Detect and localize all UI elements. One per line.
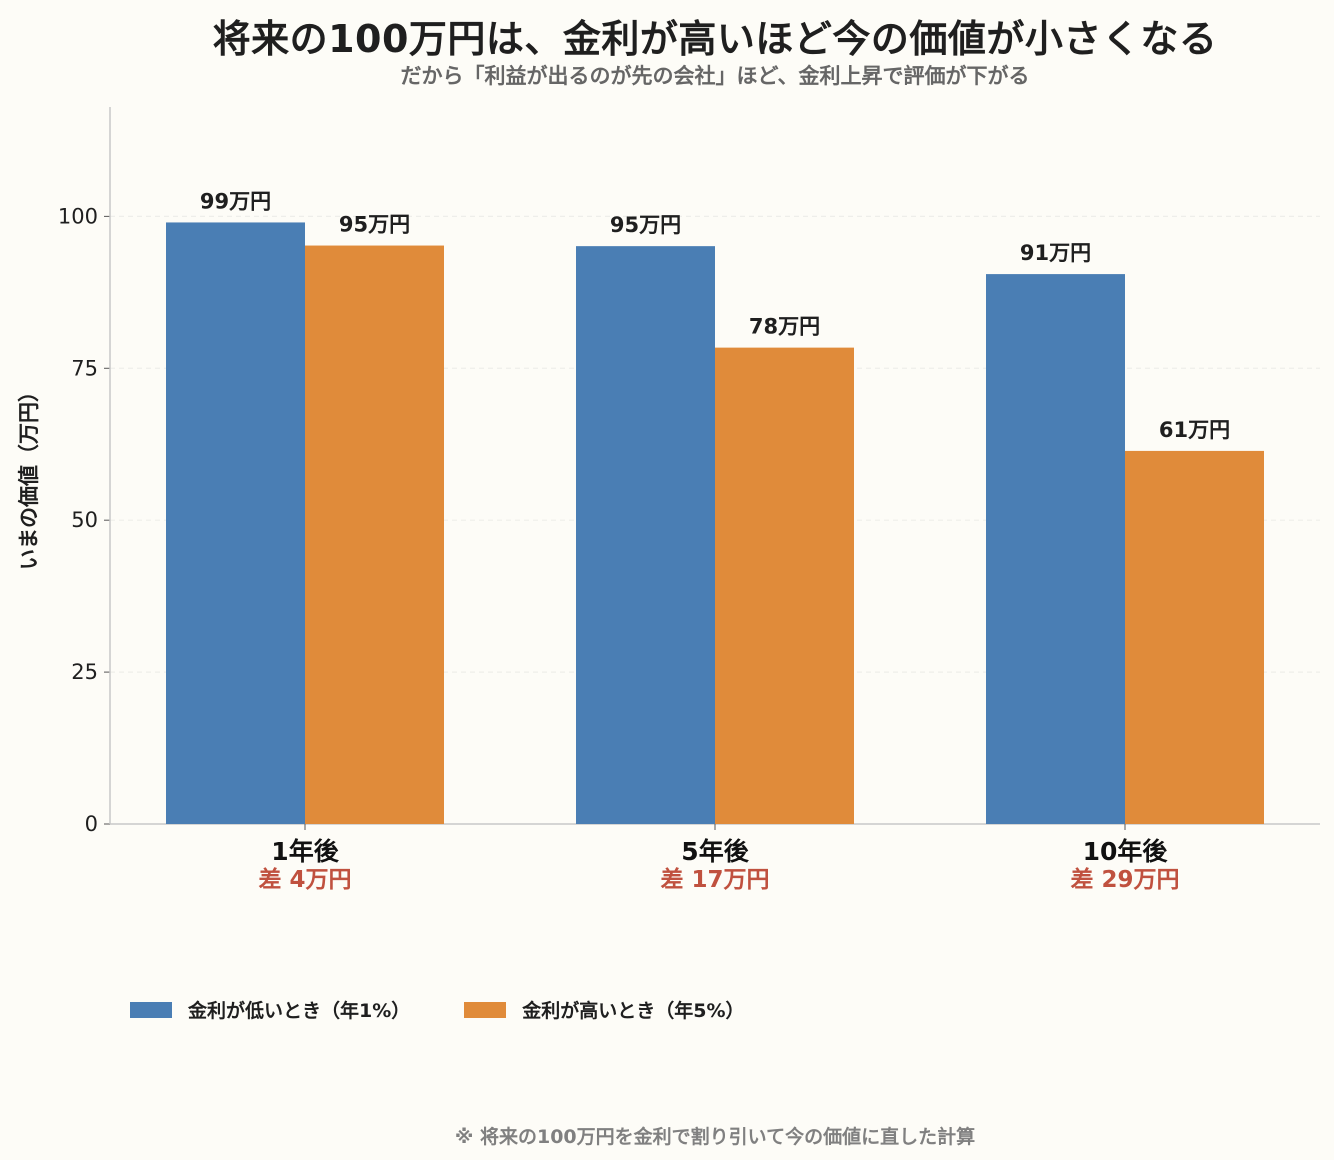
chart-subtitle: だから「利益が出るのが先の会社」ほど、金利上昇で評価が下がる [400,64,1030,88]
y-tick-label: 75 [71,356,98,380]
y-tick-label: 50 [71,508,98,532]
bar-high-rate [1125,450,1264,824]
chart-title: 将来の100万円は、金利が高いほど今の価値が小さくなる [212,17,1218,61]
y-tick-label: 100 [58,204,98,228]
difference-label: 差 17万円 [660,866,769,893]
bar-low-rate [576,246,715,824]
data-label-low-rate: 99万円 [200,189,271,213]
legend-item-low-rate: 金利が低いとき（年1%） [130,996,410,1023]
difference-label: 差 29万円 [1070,866,1179,893]
difference-label: 差 4万円 [258,866,351,893]
data-label-low-rate: 91万円 [1020,241,1091,265]
x-tick-label: 5年後 [681,837,749,866]
data-label-high-rate: 95万円 [339,213,410,237]
footnote: ※ 将来の100万円を金利で割り引いて今の価値に直した計算 [454,1126,976,1148]
legend-swatch-high-rate [464,1001,507,1018]
x-tick-label: 10年後 [1083,837,1169,866]
legend-item-high-rate: 金利が高いとき（年5%） [464,996,745,1023]
legend-label-low-rate: 金利が低いとき（年1%） [188,1000,411,1022]
bar-low-rate [166,222,305,824]
data-label-high-rate: 61万円 [1159,418,1230,442]
bar-high-rate [305,245,444,824]
bar-low-rate [986,274,1125,825]
bar-high-rate [715,347,854,824]
y-tick-label: 0 [85,812,98,836]
legend: 金利が低いとき（年1%） 金利が高いとき（年5%） [130,996,745,1023]
x-tick-label: 1年後 [271,837,339,866]
data-label-high-rate: 78万円 [749,315,820,339]
y-axis-label: いまの価値（万円） [17,381,41,570]
data-label-low-rate: 95万円 [610,213,681,237]
y-tick-label: 25 [71,660,98,684]
legend-label-high-rate: 金利が高いとき（年5%） [522,1000,745,1022]
legend-swatch-low-rate [130,1001,172,1018]
